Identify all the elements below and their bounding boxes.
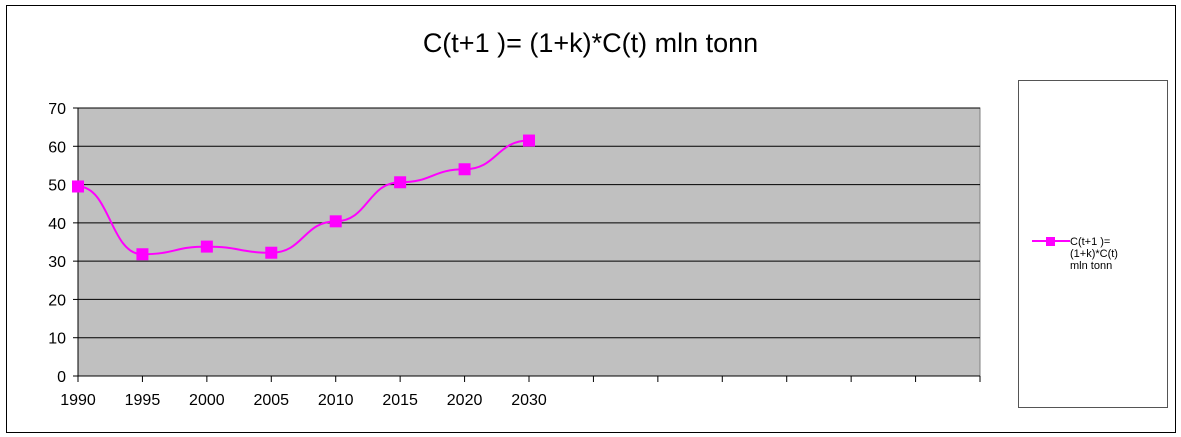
y-tick-label: 0 bbox=[57, 369, 66, 386]
x-tick-label: 2030 bbox=[511, 392, 547, 409]
y-tick-label: 20 bbox=[48, 292, 66, 309]
legend-label: C(t+1 )= (1+k)*C(t) mln tonn bbox=[1070, 236, 1118, 272]
grid-lines bbox=[73, 107, 980, 377]
data-point bbox=[136, 248, 149, 261]
y-tick-label: 40 bbox=[48, 216, 66, 233]
y-tick-labels: 0 10 20 30 40 50 60 70 bbox=[48, 101, 66, 386]
series-layer bbox=[72, 134, 535, 261]
data-point bbox=[458, 163, 471, 176]
x-tick-label: 1995 bbox=[125, 392, 161, 409]
y-tick-label: 70 bbox=[48, 101, 66, 118]
x-tick-label: 2000 bbox=[189, 392, 225, 409]
legend bbox=[1018, 80, 1168, 408]
data-point bbox=[329, 215, 342, 228]
x-tick-labels: 1990 1995 2000 2005 2010 2015 2020 2030 bbox=[60, 376, 981, 409]
data-point bbox=[200, 240, 213, 253]
y-tick-label: 50 bbox=[48, 178, 66, 195]
x-tick-label: 2005 bbox=[253, 392, 289, 409]
data-point bbox=[394, 176, 407, 189]
x-tick-label: 1990 bbox=[60, 392, 96, 409]
y-tick-label: 30 bbox=[48, 254, 66, 271]
data-point bbox=[523, 134, 535, 147]
x-tick-label: 2015 bbox=[382, 392, 418, 409]
x-tick-label: 2020 bbox=[447, 392, 483, 409]
y-tick-label: 60 bbox=[48, 139, 66, 156]
y-tick-label: 10 bbox=[48, 331, 66, 348]
legend-marker-icon bbox=[1032, 237, 1070, 246]
plot-area bbox=[77, 107, 981, 377]
x-tick-label: 2010 bbox=[318, 392, 354, 409]
data-point bbox=[265, 246, 278, 259]
chart-title: C(t+1 )= (1+k)*C(t) mln tonn bbox=[422, 28, 759, 58]
data-point bbox=[72, 180, 84, 193]
